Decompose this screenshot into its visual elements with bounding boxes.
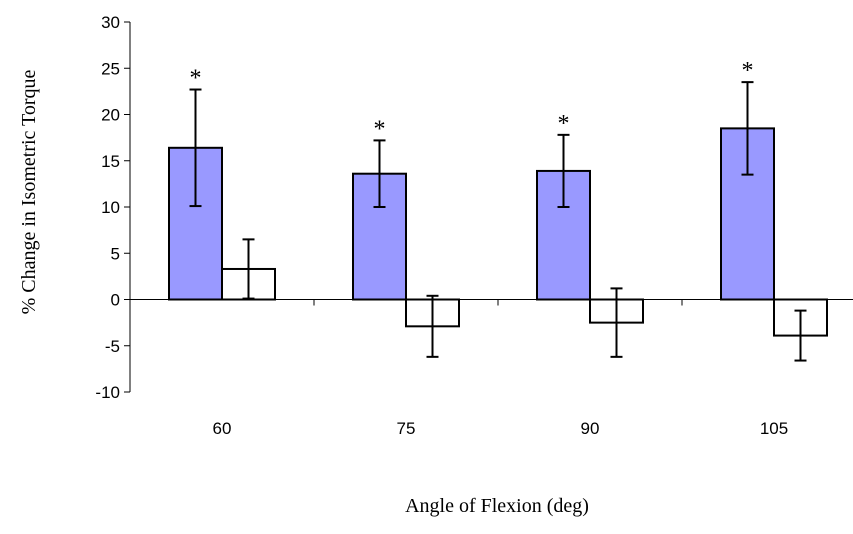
x-tick-label: 60 xyxy=(213,419,232,438)
bar xyxy=(168,146,223,301)
y-tick-label: 20 xyxy=(101,106,120,125)
y-axis-title: % Change in Isometric Torque xyxy=(18,69,40,314)
y-tick-label: -10 xyxy=(95,383,120,402)
x-tick-label: 75 xyxy=(397,419,416,438)
y-tick-label: 30 xyxy=(101,13,120,32)
x-tick-label: 90 xyxy=(581,419,600,438)
y-tick-label: 0 xyxy=(111,291,120,310)
y-tick-label: 25 xyxy=(101,59,120,78)
y-tick-label: 5 xyxy=(111,244,120,263)
significance-marker: * xyxy=(742,58,754,84)
significance-marker: * xyxy=(374,116,386,142)
bar xyxy=(352,172,407,301)
x-tick-label: 105 xyxy=(760,419,788,438)
x-axis-title: Angle of Flexion (deg) xyxy=(405,495,589,517)
y-tick-label: 10 xyxy=(101,198,120,217)
significance-marker: * xyxy=(190,66,202,92)
significance-marker: * xyxy=(558,111,570,137)
y-tick-label: 15 xyxy=(101,152,120,171)
y-tick-label: -5 xyxy=(105,337,120,356)
